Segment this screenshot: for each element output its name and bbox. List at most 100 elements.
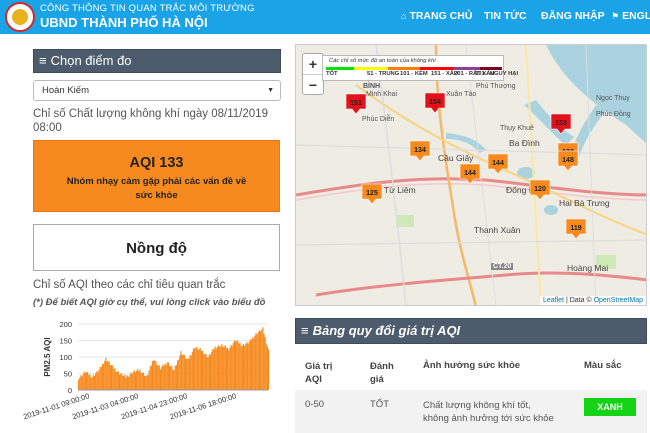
chart-bar bbox=[170, 366, 172, 390]
chart-bar bbox=[211, 351, 213, 390]
chart-bar bbox=[229, 347, 231, 390]
station-marker[interactable]: 151 bbox=[345, 93, 367, 115]
marker-pin[interactable] bbox=[459, 163, 481, 185]
zoom-in-button[interactable]: + bbox=[308, 56, 318, 72]
chart-bar bbox=[199, 348, 201, 390]
chart-bar bbox=[178, 359, 180, 390]
zoom-control: + − bbox=[302, 53, 324, 95]
station-marker[interactable]: 153 bbox=[550, 113, 572, 135]
chevron-down-icon: ▼ bbox=[267, 87, 274, 94]
concentration-toggle[interactable]: Nồng độ bbox=[33, 224, 280, 271]
marker-pin[interactable] bbox=[529, 179, 551, 201]
chart-bar bbox=[103, 364, 105, 390]
chart-bar bbox=[142, 372, 144, 390]
city-emblem-logo[interactable] bbox=[5, 2, 35, 32]
chart-bar bbox=[268, 349, 270, 390]
chart-bar bbox=[195, 347, 197, 390]
place-label-11: Đống Đa bbox=[506, 185, 540, 195]
marker-pin[interactable] bbox=[345, 93, 367, 115]
flag-icon: ⚑ bbox=[611, 11, 620, 21]
legend-label-good: TỐT bbox=[326, 71, 338, 77]
chart-bar bbox=[254, 335, 256, 390]
station-marker[interactable]: 134 bbox=[409, 140, 431, 162]
top-navbar: CÔNG THÔNG TIN QUAN TRẮC MÔI TRƯỜNG UBND… bbox=[0, 0, 650, 34]
chart-bar bbox=[264, 336, 266, 390]
station-markers[interactable]: 151154153134144144133148125120119 bbox=[296, 45, 647, 306]
nav-home[interactable]: ⌂ TRANG CHỦ bbox=[401, 10, 473, 22]
chart-bar bbox=[228, 350, 230, 390]
chart-bar bbox=[171, 366, 173, 390]
color-badge-green: XANH bbox=[584, 398, 636, 416]
chart-bar bbox=[240, 346, 242, 390]
chart-bar bbox=[140, 372, 142, 390]
chart-bar bbox=[176, 360, 179, 390]
y-tick-label: 100 bbox=[59, 353, 72, 362]
chart-bar bbox=[246, 341, 248, 390]
chart-bar bbox=[183, 354, 185, 390]
osm-link[interactable]: OpenStreetMap bbox=[593, 297, 643, 304]
chart-bar bbox=[139, 369, 141, 390]
chart-bar bbox=[122, 376, 124, 390]
marker-pin[interactable] bbox=[557, 150, 579, 172]
org-line: CÔNG THÔNG TIN QUAN TRẮC MÔI TRƯỜNG bbox=[40, 3, 255, 14]
place-label-6: Phúc Đồng bbox=[596, 111, 631, 118]
nav-news[interactable]: TIN TỨC bbox=[484, 10, 527, 22]
marker-value: 125 bbox=[366, 190, 378, 197]
place-label-9: Thụy Khuê bbox=[500, 125, 534, 132]
chart-bar bbox=[143, 375, 146, 390]
leaflet-link[interactable]: Leaflet bbox=[542, 297, 565, 304]
legend-bar-very-bad bbox=[453, 67, 480, 70]
chart-bar bbox=[187, 358, 189, 390]
place-label-1: BÌNH bbox=[363, 83, 381, 90]
station-marker[interactable]: 119 bbox=[565, 218, 587, 240]
station-select[interactable]: Hoàn Kiếm ▼ bbox=[33, 80, 281, 101]
chart-bar bbox=[141, 372, 143, 390]
chart-bar bbox=[146, 375, 148, 390]
place-label-4: Phú Thượng bbox=[476, 83, 516, 90]
chart-bar bbox=[164, 363, 166, 390]
station-marker[interactable]: 154 bbox=[424, 92, 446, 114]
marker-pin[interactable] bbox=[409, 140, 431, 162]
marker-pin[interactable] bbox=[565, 218, 587, 240]
station-marker[interactable]: 144 bbox=[487, 153, 509, 175]
chart-bar bbox=[175, 364, 177, 390]
station-marker[interactable]: 144 bbox=[459, 163, 481, 185]
chart-bar bbox=[137, 369, 139, 390]
marker-pin[interactable] bbox=[424, 92, 446, 114]
col-header-effect: Ảnh hưởng sức khỏe bbox=[423, 360, 521, 371]
chart-bar bbox=[263, 333, 265, 390]
marker-pin[interactable] bbox=[487, 153, 509, 175]
chart-bar bbox=[83, 371, 85, 390]
legend-title: Các chỉ số mức độ an toàn của không khí bbox=[329, 58, 436, 64]
chart-bar bbox=[157, 365, 159, 390]
chart-bar bbox=[125, 377, 127, 390]
chart-bar bbox=[158, 365, 160, 390]
chart-bar bbox=[169, 366, 171, 390]
legend-label-poor: 101 - KÉM bbox=[400, 71, 428, 77]
org-name[interactable]: UBND THÀNH PHỐ HÀ NỘI bbox=[40, 15, 208, 30]
nav-language[interactable]: ⚑ ENGL bbox=[611, 10, 650, 22]
chart-bar bbox=[92, 374, 94, 390]
chart-bar bbox=[174, 365, 176, 390]
chart-bar bbox=[159, 369, 162, 390]
station-marker[interactable]: 125 bbox=[361, 183, 383, 205]
chart-bar bbox=[222, 346, 224, 390]
chart-bar bbox=[245, 343, 247, 390]
chart-bar bbox=[147, 374, 149, 390]
chart-bar bbox=[253, 338, 255, 390]
station-marker[interactable]: 148 bbox=[557, 150, 579, 172]
chart-bar bbox=[107, 361, 109, 390]
marker-pin[interactable] bbox=[361, 183, 383, 205]
chart-bar bbox=[79, 377, 81, 390]
station-marker[interactable]: 120 bbox=[529, 179, 551, 201]
marker-pin[interactable] bbox=[550, 113, 572, 135]
chart-bar bbox=[150, 365, 152, 390]
chart-bar bbox=[124, 374, 126, 390]
nav-login[interactable]: ĐĂNG NHẬP bbox=[541, 10, 605, 22]
chart-bar bbox=[205, 353, 207, 390]
aqi-map[interactable]: Minh Khai BÌNH Phúc Diễn Xuân Tảo Phú Th… bbox=[295, 44, 647, 306]
zoom-out-button[interactable]: − bbox=[303, 74, 323, 94]
chart-bar bbox=[112, 365, 114, 390]
chart-bar bbox=[197, 349, 199, 390]
